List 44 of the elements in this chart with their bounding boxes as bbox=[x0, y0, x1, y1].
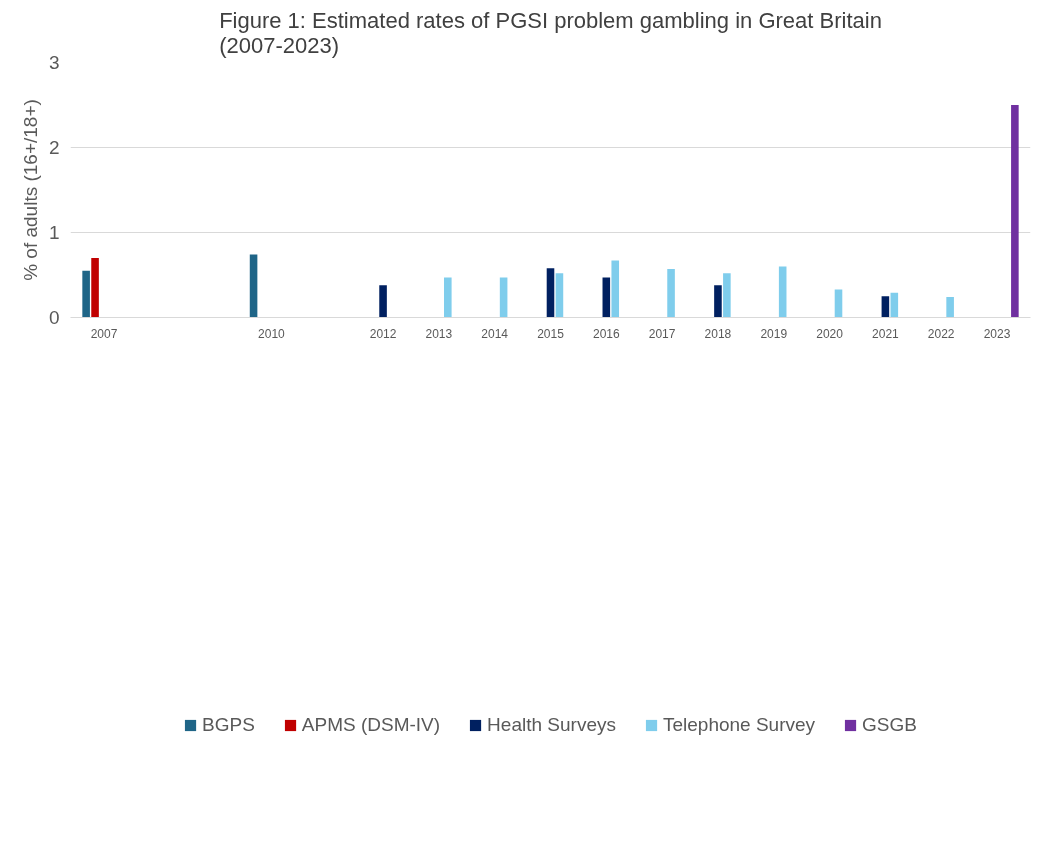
bar bbox=[714, 285, 722, 318]
x-tick-label: 2018 bbox=[704, 326, 732, 341]
y-tick-label: 0 bbox=[48, 307, 60, 328]
bar bbox=[249, 254, 258, 318]
chart-title: Figure 1: Estimated rates of PGSI problem gambling in Great Britain (2007-2023) bbox=[219, 7, 882, 58]
x-tick-label: 2015 bbox=[537, 326, 565, 341]
y-tick-label: 2 bbox=[48, 137, 60, 158]
x-tick-label: 2020 bbox=[816, 326, 844, 341]
bar bbox=[546, 268, 555, 318]
bar bbox=[890, 292, 899, 318]
x-tick-label: 2010 bbox=[258, 326, 286, 341]
bar bbox=[611, 260, 620, 318]
x-tick-label: 2013 bbox=[425, 326, 453, 341]
x-tick-label: 2023 bbox=[983, 326, 1011, 341]
x-tick-label: 2021 bbox=[872, 326, 900, 341]
bar bbox=[667, 269, 675, 318]
bar bbox=[834, 289, 843, 318]
bar bbox=[1011, 105, 1019, 318]
x-tick-label: 2019 bbox=[760, 326, 788, 341]
bar bbox=[499, 277, 508, 318]
x-tick-label: 2016 bbox=[592, 326, 620, 341]
x-tick-label: 2014 bbox=[481, 326, 509, 341]
y-tick-label: 1 bbox=[48, 222, 60, 243]
bar bbox=[444, 277, 452, 318]
bar bbox=[778, 266, 787, 318]
x-tick-label: 2022 bbox=[927, 326, 955, 341]
legend-label: GSGB bbox=[862, 713, 917, 736]
bar bbox=[723, 273, 731, 318]
y-axis-title: % of adults (16+/18+) bbox=[19, 99, 41, 281]
x-tick-label: 2012 bbox=[369, 326, 397, 341]
legend-label: BGPS bbox=[202, 713, 255, 736]
y-tick-label: 3 bbox=[48, 52, 60, 73]
legend-label: Telephone Survey bbox=[662, 713, 816, 736]
bar bbox=[555, 273, 564, 318]
bar bbox=[881, 296, 890, 318]
bar bbox=[379, 285, 387, 318]
legend-label: APMS (DSM-IV) bbox=[301, 713, 441, 736]
bar bbox=[91, 258, 99, 318]
bar bbox=[82, 270, 90, 318]
x-tick-label: 2007 bbox=[90, 326, 118, 341]
legend-label: Health Surveys bbox=[487, 713, 616, 736]
bar bbox=[946, 297, 954, 318]
x-tick-label: 2017 bbox=[648, 326, 676, 341]
bar bbox=[602, 277, 611, 318]
